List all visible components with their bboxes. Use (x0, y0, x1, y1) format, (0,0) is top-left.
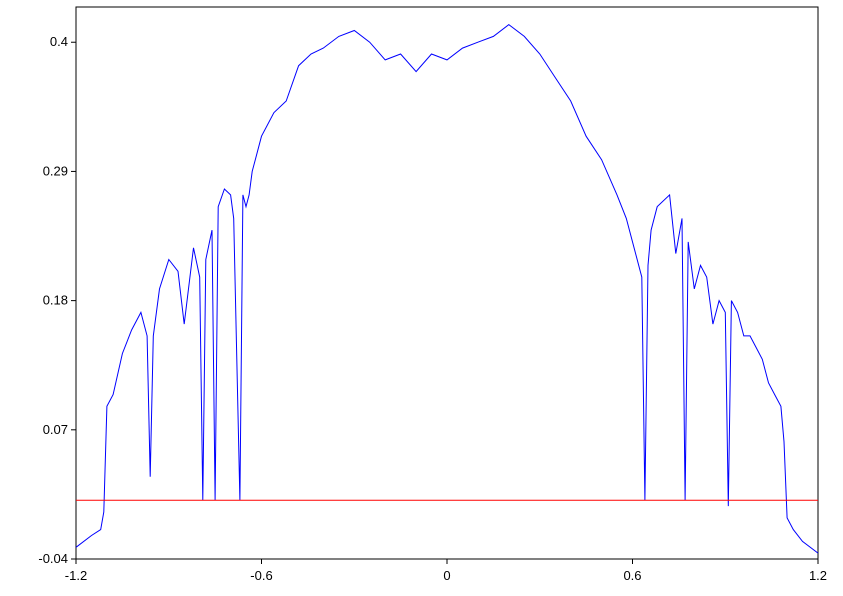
y-tick-label: 0.4 (50, 34, 68, 49)
y-tick-label: 0.18 (43, 293, 68, 308)
x-tick-label: 1.2 (809, 568, 827, 583)
x-tick-label: 0.6 (623, 568, 641, 583)
x-tick-label: 0 (443, 568, 450, 583)
y-tick-label: 0.29 (43, 163, 68, 178)
y-tick-label: -0.04 (38, 551, 68, 566)
x-tick-label: -0.6 (250, 568, 272, 583)
x-axis: -1.2 -0.6 0 0.6 1.2 (65, 559, 827, 583)
series-line-1 (75, 23, 819, 554)
series-layer (75, 23, 819, 554)
y-tick-label: 0.07 (43, 422, 68, 437)
y-axis: -0.04 0.07 0.18 0.29 0.4 (38, 34, 76, 566)
plot-area (75, 6, 819, 560)
x-tick-label: -1.2 (65, 568, 87, 583)
